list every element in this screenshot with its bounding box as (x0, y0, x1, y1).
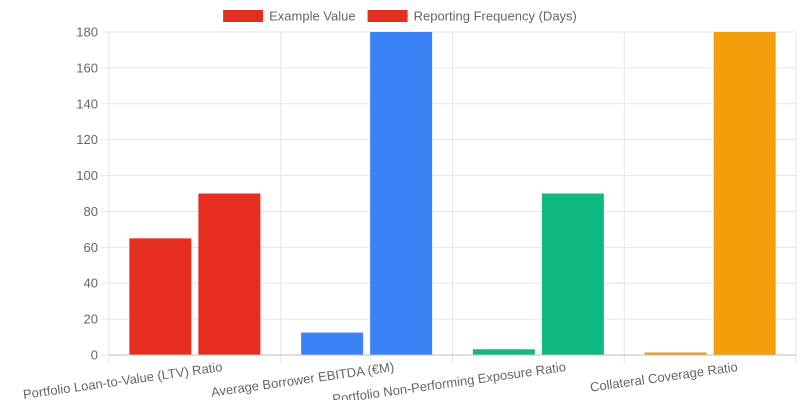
legend-label[interactable]: Example Value (269, 9, 355, 24)
bar-reporting-frequency-3 (713, 32, 776, 355)
bar-example-value-3 (644, 352, 707, 355)
y-tick-label: 80 (84, 204, 98, 219)
y-tick-label: 20 (84, 312, 98, 327)
bar-reporting-frequency-2 (541, 193, 604, 355)
y-tick-label: 100 (76, 168, 98, 183)
bar-example-value-0 (129, 238, 192, 355)
y-tick-label: 140 (76, 96, 98, 111)
x-tick-label: Collateral Coverage Ratio (589, 359, 738, 395)
y-axis-ticks: 0 20 40 60 80 100 120 140 160 180 (76, 25, 109, 363)
bar-reporting-frequency-1 (370, 32, 433, 355)
y-tick-label: 60 (84, 240, 98, 255)
bar-example-value-1 (301, 332, 364, 355)
y-tick-label: 180 (76, 25, 98, 40)
legend: Example Value Reporting Frequency (Days) (223, 9, 577, 24)
y-tick-label: 0 (91, 348, 98, 363)
y-tick-label: 160 (76, 60, 98, 75)
y-tick-label: 120 (76, 132, 98, 147)
bars (129, 32, 776, 355)
legend-swatch[interactable] (223, 10, 264, 22)
legend-swatch[interactable] (367, 10, 408, 22)
axes (108, 32, 796, 356)
bar-reporting-frequency-0 (198, 193, 261, 355)
y-tick-label: 40 (84, 276, 98, 291)
x-tick-label: Portfolio Loan-to-Value (LTV) Ratio (22, 359, 223, 400)
legend-label[interactable]: Reporting Frequency (Days) (414, 9, 577, 24)
x-axis-ticks: Portfolio Loan-to-Value (LTV) RatioAvera… (22, 359, 739, 400)
bar-example-value-2 (472, 349, 535, 355)
